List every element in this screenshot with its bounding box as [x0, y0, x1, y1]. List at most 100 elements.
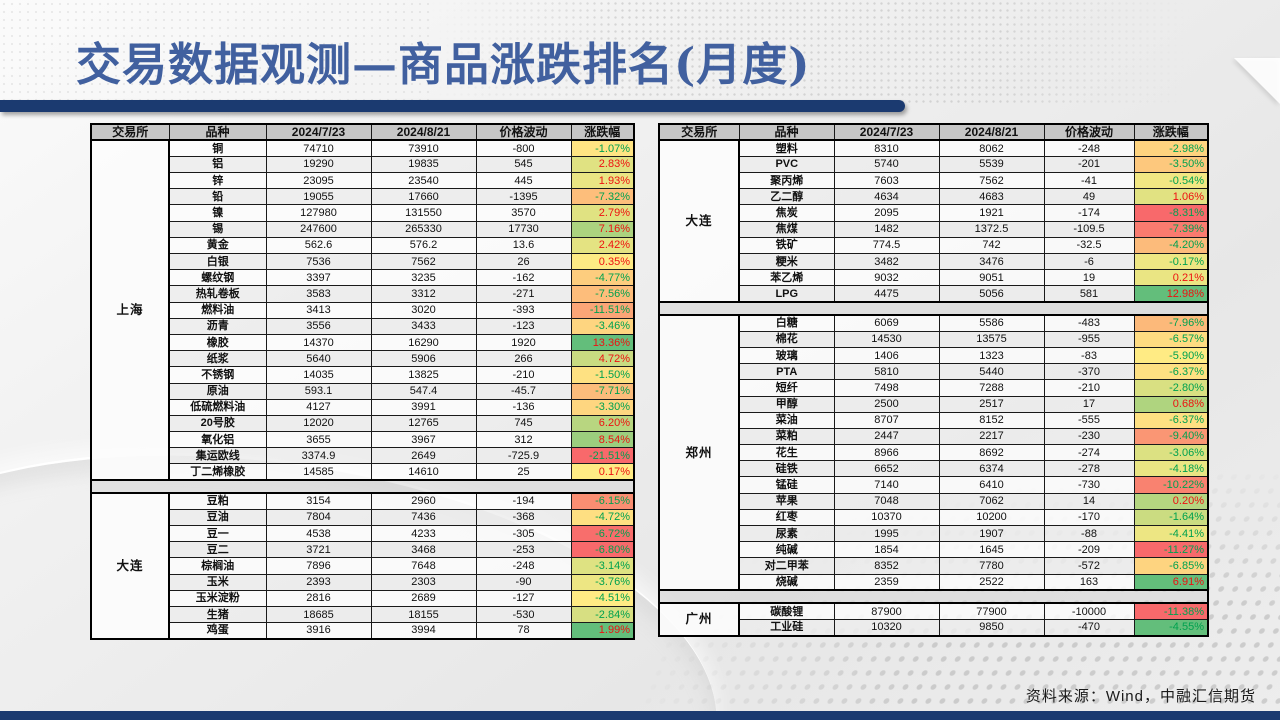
commodity-row: 菜粕 2447 2217 -230 -9.40% [659, 427, 1209, 446]
commodity-row: 橡胶 14370 16290 1920 13.36% [91, 333, 635, 352]
price-end: 3235 [370, 269, 477, 287]
commodity-name: 热轧卷板 [168, 285, 267, 303]
price-start: 4475 [833, 285, 940, 303]
price-change: -32.5 [1043, 236, 1135, 255]
price-start: 7896 [265, 557, 372, 575]
price-change: -278 [1043, 460, 1135, 478]
price-start: 10370 [833, 508, 940, 527]
pct-change: -4.20% [1133, 236, 1209, 255]
commodity-name: 丁二烯橡胶 [168, 463, 267, 481]
commodity-name: 纯碱 [738, 541, 835, 559]
price-start: 1995 [833, 524, 940, 543]
commodity-name: 氧化铝 [168, 431, 267, 449]
pct-change: -7.96% [1133, 314, 1209, 332]
commodity-name: 铜 [168, 139, 267, 157]
pct-change: -2.80% [1133, 379, 1209, 397]
commodity-name: 生猪 [168, 605, 267, 624]
price-start: 2816 [265, 589, 372, 607]
price-start: 3154 [265, 492, 372, 510]
price-change: -10000 [1043, 602, 1135, 620]
column-header: 交易所 [658, 123, 740, 142]
price-end: 8692 [938, 444, 1045, 462]
commodity-row: 原油 593.1 547.4 -45.7 -7.71% [91, 382, 635, 400]
pct-change: 6.20% [570, 414, 635, 433]
pct-change: -3.30% [570, 398, 635, 416]
price-change: 13.6 [475, 236, 572, 255]
pct-change: 0.21% [1133, 269, 1209, 287]
price-start: 7140 [833, 476, 940, 494]
price-start: 1482 [833, 220, 940, 238]
commodity-row: PTA 5810 5440 -370 -6.37% [659, 363, 1209, 381]
price-end: 4683 [938, 188, 1045, 206]
pct-change: 8.54% [570, 431, 635, 449]
commodity-row: 红枣 10370 10200 -170 -1.64% [659, 508, 1209, 527]
commodity-row: 鸡蛋 3916 3994 78 1.99% [91, 622, 635, 640]
commodity-row: 棕榈油 7896 7648 -248 -3.14% [91, 557, 635, 575]
commodity-row: 白银 7536 7562 26 0.35% [91, 252, 635, 271]
price-start: 2393 [265, 573, 372, 591]
pct-change: -4.72% [570, 508, 635, 527]
commodity-name: PVC [738, 155, 835, 174]
commodity-name: 锌 [168, 172, 267, 190]
price-end: 13575 [938, 330, 1045, 348]
commodity-name: 短纤 [738, 379, 835, 397]
commodity-row: 生猪 18685 18155 -530 -2.84% [91, 605, 635, 624]
price-end: 3468 [370, 541, 477, 559]
commodity-row: 焦煤 1482 1372.5 -109.5 -7.39% [659, 220, 1209, 238]
price-change: 581 [1043, 285, 1135, 303]
price-start: 7498 [833, 379, 940, 397]
pct-change: -1.50% [570, 366, 635, 384]
pct-change: -6.85% [1133, 557, 1209, 575]
price-change: 49 [1043, 188, 1135, 206]
price-start: 14035 [265, 366, 372, 384]
commodity-row: 铝 19290 19835 545 2.83% [91, 155, 635, 174]
commodity-table-right: 交易所 品种 2024/7/23 2024/8/21 价格波动 涨跌幅 大连 塑料 8310 80… [658, 123, 1209, 637]
price-start: 7603 [833, 172, 940, 190]
commodity-name: 铁矿 [738, 236, 835, 255]
pct-change: 6.91% [1133, 573, 1209, 591]
price-start: 8707 [833, 411, 940, 429]
price-end: 576.2 [370, 236, 477, 255]
pct-change: 1.93% [570, 172, 635, 190]
price-start: 1854 [833, 541, 940, 559]
section-divider [659, 589, 1208, 605]
commodity-name: 螺纹钢 [168, 269, 267, 287]
commodity-row: 郑州 白糖 6069 5586 -483 -7.96% [658, 314, 1209, 591]
price-start: 14585 [265, 463, 372, 481]
price-change: -90 [475, 573, 572, 591]
price-start: 5640 [265, 350, 372, 368]
price-end: 547.4 [370, 382, 477, 400]
pct-change: -2.84% [570, 605, 635, 624]
data-source-note: 资料来源：Wind，中融汇信期货 [1025, 688, 1256, 705]
commodity-name: 白银 [168, 252, 267, 271]
commodity-row: 锰硅 7140 6410 -730 -10.22% [659, 476, 1209, 494]
commodity-name: 焦炭 [738, 204, 835, 222]
price-start: 6069 [833, 314, 940, 332]
commodity-name: 棕榈油 [168, 557, 267, 575]
pct-change: 4.72% [570, 350, 635, 368]
price-end: 73910 [370, 139, 477, 157]
column-header: 2024/8/21 [938, 123, 1045, 142]
pct-change: 0.20% [1133, 492, 1209, 510]
price-change: -271 [475, 285, 572, 303]
commodity-row: 螺纹钢 3397 3235 -162 -4.77% [91, 269, 635, 287]
price-start: 2447 [833, 427, 940, 446]
price-start: 23095 [265, 172, 372, 190]
price-end: 2303 [370, 573, 477, 591]
price-start: 3374.9 [265, 447, 372, 465]
exchange-label: 郑州 [658, 314, 740, 591]
commodity-name: 硅铁 [738, 460, 835, 478]
price-end: 19835 [370, 155, 477, 174]
price-end: 1645 [938, 541, 1045, 559]
pct-change: -0.17% [1133, 252, 1209, 271]
commodity-row: 热轧卷板 3583 3312 -271 -7.56% [91, 285, 635, 303]
price-end: 3991 [370, 398, 477, 416]
commodity-name: 豆二 [168, 541, 267, 559]
price-end: 1921 [938, 204, 1045, 222]
table-header-row: 交易所 品种 2024/7/23 2024/8/21 价格波动 涨跌幅 [90, 123, 635, 142]
pct-change: -3.06% [1133, 444, 1209, 462]
price-change: -88 [1043, 524, 1135, 543]
price-end: 14610 [370, 463, 477, 481]
price-start: 18685 [265, 605, 372, 624]
table-header-row: 交易所 品种 2024/7/23 2024/8/21 价格波动 涨跌幅 [658, 123, 1209, 142]
